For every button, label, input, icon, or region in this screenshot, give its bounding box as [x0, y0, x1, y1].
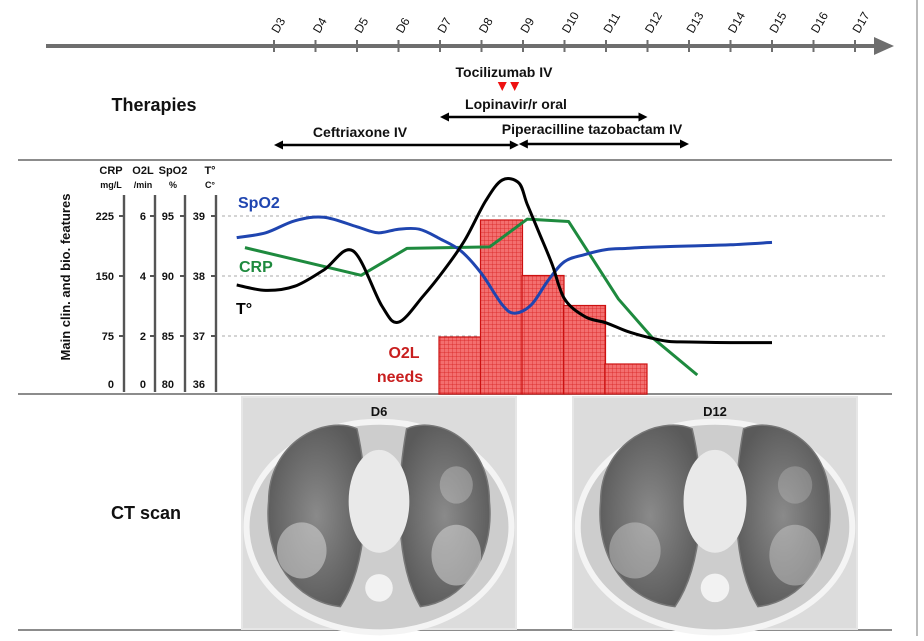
ct-vertebra: [700, 573, 730, 603]
temp-tick-label: 36: [193, 379, 205, 391]
therapy-ceftriaxone-arrow-end: [509, 140, 519, 150]
spo2-line: [236, 215, 773, 315]
crp-tick-label: 75: [102, 331, 114, 343]
day-label: D7: [434, 15, 454, 36]
day-label: D6: [393, 15, 413, 36]
therapy-ceftriaxone-arrow-start: [274, 140, 283, 150]
o2l-tick-label: 6: [140, 211, 146, 223]
crp-axis-title: CRP: [99, 165, 122, 177]
o2l-label-line2: needs: [377, 369, 423, 386]
clinical-chart: Main clin. and bio. features CRP mg/L 225 1…: [58, 165, 888, 395]
ct-day-label: D12: [703, 404, 727, 419]
tocilizumab-dose-marker: [497, 82, 507, 91]
therapies-section: Therapies Tocilizumab IV Lopinavir/r oral…: [111, 64, 689, 150]
timeline-arrowhead: [874, 37, 894, 55]
ct-day-label: D6: [371, 404, 388, 419]
temperature-series-label: T°: [236, 301, 252, 318]
therapies-label: Therapies: [111, 95, 196, 115]
crp-tick-label: 225: [96, 211, 114, 223]
therapy-piperacilline-arrow-end: [680, 139, 689, 149]
o2l-axis-title: O2L: [132, 165, 154, 177]
temp-axis-title: T°: [204, 165, 215, 177]
ct-vertebra: [365, 574, 393, 602]
spo2-tick-label: 85: [162, 331, 174, 343]
day-label: D4: [310, 15, 330, 36]
spo2-axis-unit: %: [169, 180, 177, 190]
therapy-lopinavir-arrow-end: [638, 112, 648, 122]
temp-axis-unit: C°: [205, 180, 215, 190]
o2l-bar: [521, 274, 565, 395]
therapy-ceftriaxone-label: Ceftriaxone IV: [313, 124, 408, 140]
o2l-axis-unit: /min: [134, 180, 153, 190]
crp-series-label: CRP: [239, 259, 273, 276]
o2l-tick-label: 2: [140, 331, 146, 343]
ct-opacity: [276, 522, 327, 579]
crp-tick-label: 0: [108, 379, 114, 391]
spo2-axis-title: SpO2: [159, 165, 188, 177]
o2l-bar: [562, 304, 607, 395]
therapy-lopinavir-label: Lopinavir/r oral: [465, 96, 567, 112]
spo2-tick-label: 90: [162, 271, 174, 283]
therapy-tocilizumab-label: Tocilizumab IV: [456, 64, 554, 80]
day-label: D3: [268, 15, 288, 36]
ct-opacity: [439, 466, 473, 504]
series-lines: [236, 177, 773, 377]
day-label: D8: [476, 15, 496, 36]
y-axes: Main clin. and bio. features CRP mg/L 225 1…: [58, 165, 218, 392]
temperature-line: [236, 177, 773, 345]
ct-scan-label: CT scan: [111, 503, 181, 523]
o2l-bar: [604, 363, 648, 395]
ct-section: CT scan D6 D12: [111, 396, 858, 636]
day-label: D5: [351, 15, 371, 36]
ct-opacity: [609, 522, 661, 579]
o2l-tick-label: 4: [140, 271, 147, 283]
temp-tick-label: 37: [193, 331, 205, 343]
therapy-piperacilline-arrow-start: [518, 139, 528, 149]
ct-mediastinum: [348, 449, 410, 553]
crp-line: [244, 217, 699, 377]
ct-image-1: D6: [241, 396, 517, 636]
ct-image-2: D12: [572, 396, 858, 636]
spo2-series-label: SpO2: [238, 195, 280, 212]
spo2-tick-label: 95: [162, 211, 174, 223]
therapy-lopinavir-arrow-start: [440, 112, 449, 122]
therapy-piperacilline-label: Piperacilline tazobactam IV: [502, 121, 683, 137]
ct-opacity: [769, 524, 821, 586]
tocilizumab-dose-marker: [510, 82, 520, 91]
o2l-label-line1: O2L: [388, 345, 419, 362]
ct-opacity: [777, 466, 813, 504]
crp-axis-unit: mg/L: [100, 180, 122, 190]
temp-tick-label: 38: [193, 271, 205, 283]
spo2-tick-label: 80: [162, 379, 174, 391]
o2l-bars: [438, 219, 648, 395]
crp-tick-label: 150: [96, 271, 114, 283]
ct-opacity: [431, 524, 482, 586]
o2l-bar: [438, 336, 482, 395]
y-side-title: Main clin. and bio. features: [58, 194, 73, 361]
temp-tick-label: 39: [193, 211, 205, 223]
o2l-tick-label: 0: [140, 379, 146, 391]
day-label: D9: [517, 15, 537, 36]
o2l-bar: [479, 219, 524, 395]
ct-mediastinum: [683, 449, 747, 553]
series-labels: SpO2 CRP T° O2L needs: [236, 195, 423, 386]
